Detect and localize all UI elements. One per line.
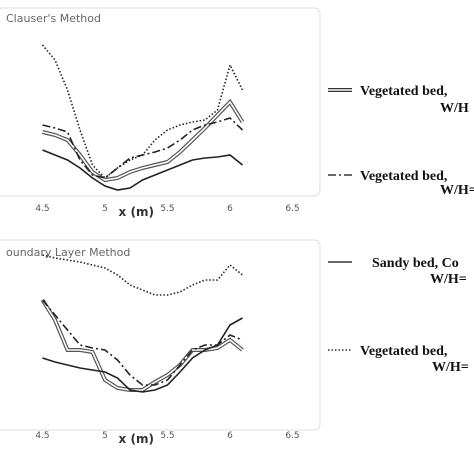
line-core — [41, 299, 243, 391]
legend-text: Vegetated bed, — [360, 84, 447, 99]
legend-text: W/H= — [440, 183, 474, 198]
legend-text: Sandy bed, Co — [372, 256, 459, 271]
x-tick-label: 5.5 — [160, 431, 174, 441]
panel-frame — [0, 239, 321, 431]
x-tick-label: 6 — [227, 204, 233, 214]
x-tick-label: 5 — [102, 431, 108, 441]
x-tick-label: 5.5 — [160, 204, 174, 214]
x-axis-label: x (m) — [119, 205, 154, 219]
x-tick-label: 6.5 — [285, 431, 299, 441]
series-line — [42, 317, 243, 393]
x-axis-label: x (m) — [119, 432, 154, 446]
legend-text: Vegetated bed, — [360, 169, 447, 184]
legend-text: W/H= — [432, 360, 469, 375]
legend-text: W/H= — [430, 272, 467, 287]
series-line — [40, 298, 244, 392]
legend-text: Vegetated bed, — [360, 344, 447, 359]
series-line — [41, 299, 243, 386]
x-tick-label: 6 — [227, 431, 233, 441]
panel-title: Clauser's Method — [6, 12, 101, 25]
x-tick-label: 4.5 — [35, 431, 49, 441]
panel-title: oundary Layer Method — [6, 246, 130, 259]
x-tick-label: 5 — [102, 204, 108, 214]
x-tick-label: 6.5 — [285, 204, 299, 214]
panel-frame — [0, 7, 321, 197]
legend-text: W/H — [440, 101, 469, 116]
series-line — [42, 254, 243, 296]
x-tick-label: 4.5 — [35, 204, 49, 214]
series-line — [42, 149, 243, 191]
series-line — [41, 44, 244, 180]
